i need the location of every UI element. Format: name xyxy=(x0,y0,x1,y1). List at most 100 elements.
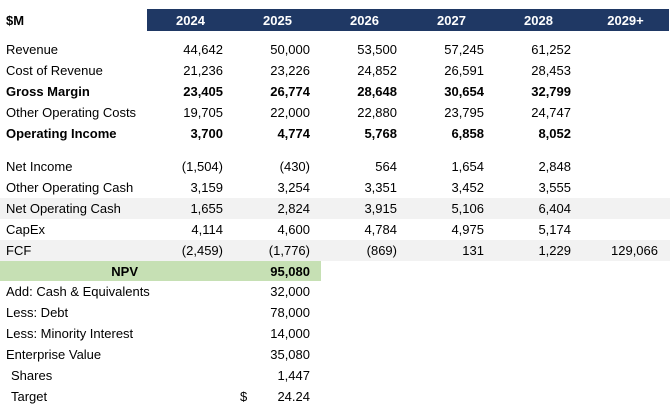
cell-2025[interactable]: 50,000 xyxy=(270,42,310,57)
cell-2025[interactable]: 3,254 xyxy=(277,180,310,195)
row-label[interactable]: Other Operating Costs xyxy=(6,105,137,120)
cell-2027[interactable]: 4,975 xyxy=(451,222,484,237)
value-cell[interactable]: 14,000 xyxy=(234,323,321,344)
header-2029plus[interactable]: 2029+ xyxy=(582,9,669,31)
row-label[interactable]: Net Operating Cash xyxy=(6,201,121,216)
cell-2025[interactable]: 4,774 xyxy=(277,126,310,141)
cell-2028[interactable]: 3,555 xyxy=(538,180,571,195)
row-label[interactable]: Gross Margin xyxy=(6,84,90,99)
header-2027[interactable]: 2027 xyxy=(408,9,495,31)
cell-2025[interactable]: 22,000 xyxy=(270,105,310,120)
cell-2026[interactable]: (869) xyxy=(366,243,397,258)
header-2025[interactable]: 2025 xyxy=(234,9,321,31)
cell-2027[interactable]: 5,106 xyxy=(451,201,484,216)
cell-2028[interactable]: 24,747 xyxy=(531,105,571,120)
row-gross-margin: Gross Margin 23,405 26,774 28,648 30,654… xyxy=(0,81,670,102)
cell-2025[interactable]: 23,226 xyxy=(270,63,310,78)
cell-2028[interactable]: 8,052 xyxy=(538,126,571,141)
row-less-minority-interest: Less: Minority Interest 14,000 xyxy=(0,323,670,344)
row-label[interactable]: Shares xyxy=(11,368,53,383)
cell-2024[interactable]: 21,236 xyxy=(183,63,223,78)
cell-2029plus[interactable] xyxy=(582,81,669,102)
cell-2029plus[interactable]: 129,066 xyxy=(611,243,658,258)
cell-2024[interactable]: (1,504) xyxy=(181,159,223,174)
cell-2029plus[interactable] xyxy=(582,123,669,144)
header-2024[interactable]: 2024 xyxy=(147,9,234,31)
row-label[interactable]: Cost of Revenue xyxy=(6,63,103,78)
row-label[interactable]: Net Income xyxy=(6,159,73,174)
row-label[interactable]: CapEx xyxy=(6,222,46,237)
cell-2025[interactable]: 2,824 xyxy=(277,201,310,216)
row-fcf: FCF (2,459) (1,776) (869) 131 1,229 129,… xyxy=(0,240,670,261)
cell-2028[interactable]: 6,404 xyxy=(538,201,571,216)
cell-2024[interactable]: 23,405 xyxy=(183,84,223,99)
cell-2028[interactable]: 1,229 xyxy=(538,243,571,258)
row-label[interactable]: FCF xyxy=(6,243,32,258)
cell-2027[interactable]: 1,654 xyxy=(451,159,484,174)
cell-2027[interactable]: 131 xyxy=(462,243,484,258)
cell-2024[interactable]: 1,655 xyxy=(190,201,223,216)
header-2028[interactable]: 2028 xyxy=(495,9,582,31)
cell-2028[interactable]: 61,252 xyxy=(531,42,571,57)
cell-2025[interactable]: (1,776) xyxy=(268,243,310,258)
cell-2027[interactable]: 57,245 xyxy=(444,42,484,57)
value-cell[interactable]: 35,080 xyxy=(234,344,321,365)
cell-2029plus[interactable] xyxy=(582,102,669,123)
cell-2024[interactable]: 4,114 xyxy=(191,222,223,237)
row-enterprise-value: Enterprise Value 35,080 xyxy=(0,344,670,365)
header-2026[interactable]: 2026 xyxy=(321,9,408,31)
cell-2028[interactable]: 5,174 xyxy=(538,222,571,237)
cell-2026[interactable]: 564 xyxy=(375,159,397,174)
value: 35,080 xyxy=(270,347,310,362)
cell-2027[interactable]: 3,452 xyxy=(451,180,484,195)
value-cell[interactable]: 1,447 xyxy=(234,365,321,386)
cell-2026[interactable]: 4,784 xyxy=(364,222,397,237)
cell-2026[interactable]: 22,880 xyxy=(357,105,397,120)
row-label[interactable]: Add: Cash & Equivalents xyxy=(6,284,150,299)
row-label[interactable]: Revenue xyxy=(6,42,59,57)
cell-2029plus[interactable] xyxy=(582,156,669,177)
cell-2028[interactable]: 32,799 xyxy=(531,84,571,99)
cell-2028[interactable]: 28,453 xyxy=(531,63,571,78)
cell-2027[interactable]: 26,591 xyxy=(444,63,484,78)
cell-2026[interactable]: 3,351 xyxy=(364,180,397,195)
cell-2026[interactable]: 53,500 xyxy=(357,42,397,57)
row-label[interactable]: Other Operating Cash xyxy=(6,180,134,195)
npv-spacer-cell[interactable] xyxy=(147,261,234,281)
row-label[interactable]: Operating Income xyxy=(6,126,117,141)
cell-2027[interactable]: 23,795 xyxy=(444,105,484,120)
cell-2029plus[interactable] xyxy=(582,219,669,240)
row-add-cash-equivalents: Add: Cash & Equivalents 32,000 xyxy=(0,281,670,302)
cell-2026[interactable]: 3,915 xyxy=(364,201,397,216)
cell-2028[interactable]: 2,848 xyxy=(538,159,571,174)
row-net-income: Net Income (1,504) (430) 564 1,654 2,848 xyxy=(0,156,670,177)
unit-label-cell[interactable]: $M xyxy=(6,12,25,28)
cell-2025[interactable]: 26,774 xyxy=(270,84,310,99)
value-cell[interactable]: 78,000 xyxy=(234,302,321,323)
row-label[interactable]: Target xyxy=(11,389,48,404)
cell-2029plus[interactable] xyxy=(582,39,669,60)
cell-2025[interactable]: 4,600 xyxy=(277,222,310,237)
cell-2026[interactable]: 28,648 xyxy=(357,84,397,99)
cell-2027[interactable]: 6,858 xyxy=(451,126,484,141)
cell-2024[interactable]: 19,705 xyxy=(183,105,223,120)
cell-2025[interactable]: (430) xyxy=(279,159,310,174)
cell-2029plus[interactable] xyxy=(582,60,669,81)
row-label[interactable]: Enterprise Value xyxy=(6,347,102,362)
cell-2029plus[interactable] xyxy=(582,177,669,198)
cell-2027[interactable]: 30,654 xyxy=(444,84,484,99)
cell-2024[interactable]: 3,700 xyxy=(190,126,223,141)
cell-2024[interactable]: 3,159 xyxy=(190,180,223,195)
row-label[interactable]: Less: Debt xyxy=(6,305,69,320)
value-cell[interactable]: 32,000 xyxy=(234,281,321,302)
cell-2029plus[interactable] xyxy=(582,198,669,219)
value-cell[interactable]: $ 24.24 xyxy=(234,386,321,406)
npv-value[interactable]: 95,080 xyxy=(234,261,321,281)
cell-2024[interactable]: (2,459) xyxy=(181,243,223,258)
cell-2024[interactable]: 44,642 xyxy=(183,42,223,57)
cell-2026[interactable]: 24,852 xyxy=(357,63,397,78)
row-cost-of-revenue: Cost of Revenue 21,236 23,226 24,852 26,… xyxy=(0,60,670,81)
row-label[interactable]: Less: Minority Interest xyxy=(6,326,134,341)
cell-2026[interactable]: 5,768 xyxy=(364,126,397,141)
npv-label[interactable]: NPV xyxy=(0,261,147,281)
